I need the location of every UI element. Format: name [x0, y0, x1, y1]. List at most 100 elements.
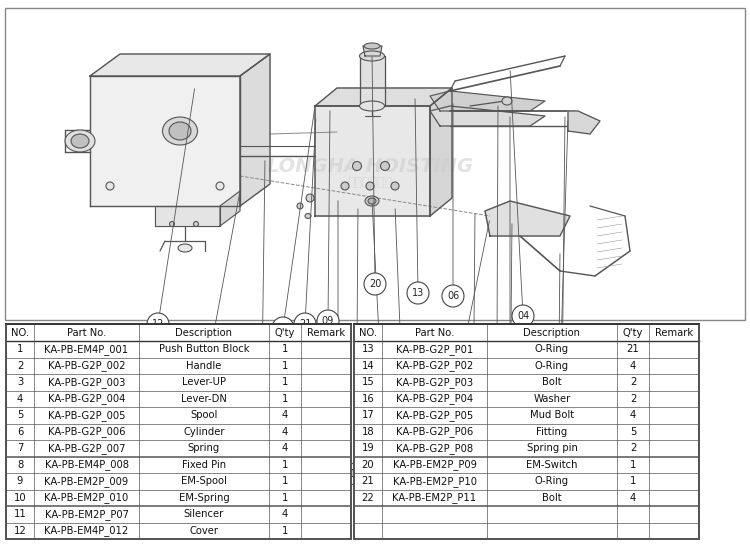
- Bar: [5, 8, 745, 320]
- Circle shape: [407, 282, 429, 304]
- Text: 4: 4: [630, 361, 636, 371]
- Text: NO.: NO.: [359, 328, 377, 337]
- Polygon shape: [315, 106, 430, 216]
- Circle shape: [317, 310, 339, 332]
- Text: 2: 2: [630, 377, 636, 387]
- Polygon shape: [360, 56, 385, 106]
- Text: KA-PB-EM4P_008: KA-PB-EM4P_008: [44, 459, 128, 470]
- Circle shape: [549, 367, 571, 389]
- Text: KA-PB-EM2P_P09: KA-PB-EM2P_P09: [392, 459, 476, 470]
- Text: 08: 08: [332, 456, 344, 466]
- Text: 07: 07: [400, 469, 412, 479]
- Text: Part No.: Part No.: [415, 328, 454, 337]
- Text: 03: 03: [554, 373, 566, 383]
- Text: 21: 21: [362, 476, 374, 486]
- Text: 6: 6: [16, 427, 23, 437]
- Polygon shape: [430, 91, 545, 111]
- Text: 4: 4: [282, 509, 288, 519]
- Text: 12: 12: [152, 319, 164, 329]
- Text: 17: 17: [380, 464, 392, 474]
- Text: KA-PB-G2P_P02: KA-PB-G2P_P02: [396, 360, 473, 371]
- Text: KA-PB-EM2P_P07: KA-PB-EM2P_P07: [44, 509, 128, 520]
- Ellipse shape: [305, 213, 311, 218]
- Text: 4: 4: [282, 410, 288, 420]
- Text: 12: 12: [13, 526, 26, 536]
- Ellipse shape: [380, 162, 389, 170]
- Text: 19: 19: [362, 443, 374, 453]
- Text: 13: 13: [362, 344, 374, 354]
- Circle shape: [187, 407, 209, 429]
- Circle shape: [147, 313, 169, 335]
- Text: 1: 1: [282, 476, 288, 486]
- Ellipse shape: [364, 43, 380, 49]
- Text: 5: 5: [16, 410, 23, 420]
- Bar: [6, 324, 351, 539]
- Ellipse shape: [65, 130, 95, 152]
- Text: 9: 9: [16, 476, 23, 486]
- Ellipse shape: [366, 182, 374, 190]
- Polygon shape: [430, 106, 545, 126]
- Circle shape: [512, 305, 534, 327]
- Circle shape: [551, 389, 573, 411]
- Text: KA-PB-G2P_004: KA-PB-G2P_004: [48, 393, 125, 404]
- Text: 17: 17: [362, 410, 374, 420]
- Text: 1: 1: [282, 394, 288, 403]
- Text: 22: 22: [362, 492, 374, 503]
- Text: KA-PB-G2P_P08: KA-PB-G2P_P08: [396, 443, 473, 454]
- Polygon shape: [430, 88, 452, 216]
- Text: Q'ty: Q'ty: [622, 328, 644, 337]
- Text: 09: 09: [322, 316, 334, 326]
- Text: Description: Description: [176, 328, 232, 337]
- Polygon shape: [568, 111, 600, 134]
- Text: 4: 4: [282, 443, 288, 453]
- Text: 1: 1: [630, 460, 636, 470]
- Text: Lever-UP: Lever-UP: [182, 377, 226, 387]
- Text: KA-PB-G2P_P06: KA-PB-G2P_P06: [396, 426, 473, 437]
- Text: 02: 02: [552, 445, 564, 455]
- Ellipse shape: [502, 97, 512, 105]
- Circle shape: [499, 362, 521, 384]
- Text: KA-PB-G2P_002: KA-PB-G2P_002: [48, 360, 125, 371]
- Text: 21: 21: [298, 319, 311, 329]
- Text: 4: 4: [282, 427, 288, 437]
- Text: Bolt: Bolt: [542, 377, 562, 387]
- Text: KA-PB-G2P_P05: KA-PB-G2P_P05: [396, 410, 473, 421]
- Polygon shape: [485, 201, 570, 236]
- Text: KA-PB-EM2P_010: KA-PB-EM2P_010: [44, 492, 129, 503]
- Polygon shape: [240, 54, 270, 206]
- Ellipse shape: [106, 182, 114, 190]
- Text: Silencer: Silencer: [184, 509, 224, 519]
- Circle shape: [364, 273, 386, 295]
- Text: 3: 3: [16, 377, 23, 387]
- Text: KA-PB-G2P_007: KA-PB-G2P_007: [48, 443, 125, 454]
- Polygon shape: [363, 46, 382, 56]
- Text: Cover: Cover: [190, 526, 218, 536]
- Ellipse shape: [194, 222, 199, 227]
- Text: NO.: NO.: [11, 328, 29, 337]
- Ellipse shape: [178, 244, 192, 252]
- Text: 1: 1: [630, 476, 636, 486]
- Text: Q'ty: Q'ty: [274, 328, 296, 337]
- Polygon shape: [90, 76, 240, 206]
- Text: 5: 5: [630, 427, 636, 437]
- Circle shape: [272, 317, 294, 339]
- Text: O-Ring: O-Ring: [535, 361, 569, 371]
- Polygon shape: [90, 54, 270, 76]
- Text: 14: 14: [362, 361, 374, 371]
- Text: 20: 20: [362, 460, 374, 470]
- Text: EM-Spring: EM-Spring: [178, 492, 230, 503]
- Text: KA-PB-EM2P_009: KA-PB-EM2P_009: [44, 476, 129, 486]
- Ellipse shape: [352, 162, 362, 170]
- Text: 7: 7: [16, 443, 23, 453]
- Text: 龙华葫芦配件: 龙华葫芦配件: [347, 176, 392, 189]
- Text: 21: 21: [627, 344, 639, 354]
- Text: 13: 13: [412, 288, 424, 298]
- Text: 2: 2: [630, 394, 636, 403]
- Text: KA-PB-G2P_006: KA-PB-G2P_006: [48, 426, 125, 437]
- Text: 15: 15: [504, 433, 516, 443]
- Ellipse shape: [341, 182, 349, 190]
- Text: 11: 11: [13, 509, 26, 519]
- Polygon shape: [220, 191, 240, 226]
- Text: EM-Spool: EM-Spool: [181, 476, 227, 486]
- Text: 1: 1: [282, 361, 288, 371]
